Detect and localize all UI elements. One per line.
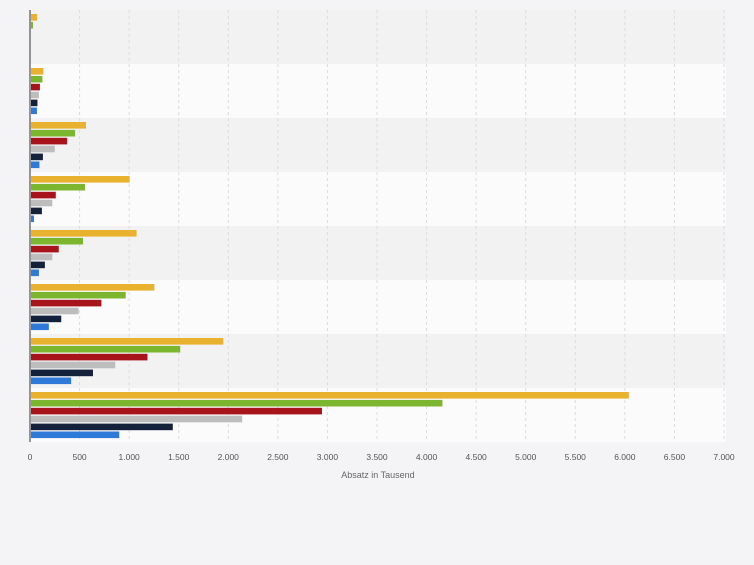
x-tick-label: 3.000 [317, 452, 339, 462]
category-band [30, 172, 726, 226]
bar [31, 14, 38, 21]
x-tick-label: 4.500 [466, 452, 488, 462]
bar [31, 191, 56, 199]
bar [31, 91, 39, 99]
bar [31, 199, 53, 207]
category-band [30, 226, 726, 280]
bar [31, 245, 59, 253]
x-tick-label: 5.500 [565, 452, 587, 462]
bar [31, 230, 137, 237]
grid-lines [79, 10, 725, 442]
x-tick-label: 6.500 [664, 452, 686, 462]
bar [31, 369, 93, 377]
category-band [30, 118, 726, 172]
bar [31, 345, 181, 353]
bar [31, 129, 76, 137]
bar [31, 83, 40, 91]
bar [31, 145, 55, 153]
bar [31, 353, 148, 361]
bar [31, 431, 120, 439]
bar [31, 261, 45, 269]
bar [31, 183, 86, 191]
bar [31, 284, 155, 291]
x-tick-label: 7.000 [713, 452, 735, 462]
bar [31, 299, 102, 307]
bar [31, 291, 126, 299]
bar [31, 215, 34, 223]
x-axis-label: Absatz in Tausend [341, 470, 414, 480]
bars [31, 14, 629, 439]
x-tick-label: 3.500 [366, 452, 388, 462]
bar [31, 415, 243, 423]
bar [31, 423, 173, 431]
bar [31, 137, 68, 145]
bar [31, 176, 130, 183]
x-tick-labels: 0 500 1.000 1.500 2.000 2.500 3.000 3.500 4.000 4… [28, 452, 735, 462]
bar [31, 392, 629, 399]
bar [31, 253, 53, 261]
bar [31, 269, 39, 277]
bar [31, 21, 33, 29]
bar [31, 407, 322, 415]
bar [31, 361, 116, 369]
bar [31, 68, 44, 75]
bar [31, 122, 87, 129]
bar [31, 338, 224, 345]
bar [31, 153, 43, 161]
bar [31, 399, 443, 407]
bar [31, 377, 72, 385]
x-tick-label: 1.500 [168, 452, 190, 462]
category-band [30, 64, 726, 118]
bar [31, 99, 38, 107]
x-tick-label: 2.000 [218, 452, 240, 462]
category-band [30, 10, 726, 64]
bar [31, 75, 43, 83]
category-bands [30, 10, 726, 442]
x-tick-label: 1.000 [119, 452, 141, 462]
bar [31, 207, 42, 215]
bar [31, 237, 84, 245]
x-tick-label: 6.000 [614, 452, 636, 462]
bar [31, 161, 40, 169]
x-tick-label: 5.000 [515, 452, 537, 462]
x-tick-label: 4.000 [416, 452, 438, 462]
bar [31, 107, 37, 115]
x-tick-label: 0 [28, 452, 33, 462]
x-tick-label: 2.500 [267, 452, 289, 462]
bar [31, 323, 49, 331]
bar [31, 315, 62, 323]
x-tick-label: 500 [72, 452, 86, 462]
bar [31, 307, 79, 315]
